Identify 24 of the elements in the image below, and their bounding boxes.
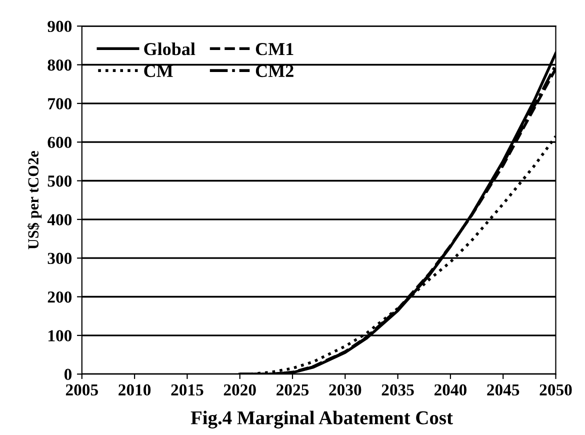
x-tick-label: 2045 — [487, 384, 520, 396]
x-tick-label: 2020 — [224, 384, 256, 396]
x-tick-label: 2025 — [276, 384, 309, 396]
caption: Fig.4 Marginal Abatement Cost — [190, 410, 453, 428]
x-tick-label: 2010 — [118, 384, 151, 396]
y-tick-label: 400 — [47, 214, 72, 226]
x-tick-label: 2005 — [66, 384, 98, 396]
legend-label: Global — [144, 42, 196, 56]
x-tick-label: 2050 — [540, 384, 572, 396]
y-axis-title: US$ per tCO2e — [27, 150, 42, 250]
y-tick-label: 900 — [48, 20, 72, 32]
legend-label: CM1 — [256, 43, 294, 56]
x-tick-label: 2040 — [434, 384, 466, 396]
y-tick-label: 0 — [64, 368, 72, 380]
y-tick-label: 800 — [48, 59, 72, 71]
y-tick-label: 700 — [48, 98, 72, 110]
y-tick-label: 300 — [48, 252, 72, 264]
y-tick-label: 200 — [48, 291, 72, 303]
y-tick-label: 100 — [48, 330, 72, 342]
y-tick-label: 500 — [48, 175, 72, 187]
x-tick-label: 2035 — [382, 384, 414, 396]
x-tick-label: 2030 — [329, 384, 362, 396]
y-tick-label: 600 — [48, 136, 72, 148]
x-tick-label: 2015 — [171, 384, 204, 396]
